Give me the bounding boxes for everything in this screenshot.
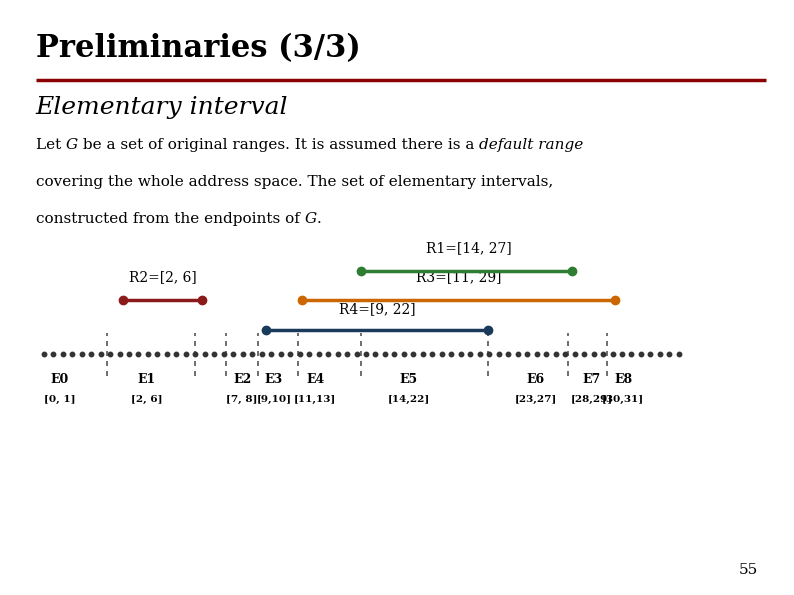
Text: E7: E7	[583, 373, 600, 386]
Text: [9,10]: [9,10]	[256, 394, 291, 403]
Text: Let: Let	[36, 138, 66, 152]
Text: R3=[11, 29]: R3=[11, 29]	[416, 270, 502, 284]
Text: [14,22]: [14,22]	[387, 394, 430, 403]
Text: E6: E6	[527, 373, 545, 386]
Text: be a set of original ranges. It is assumed there is a: be a set of original ranges. It is assum…	[78, 138, 480, 152]
Text: Preliminaries (3/3): Preliminaries (3/3)	[36, 33, 360, 64]
Text: E3: E3	[265, 373, 283, 386]
Text: [30,31]: [30,31]	[602, 394, 645, 403]
Text: covering the whole address space. The set of elementary intervals,: covering the whole address space. The se…	[36, 175, 553, 189]
Text: [23,27]: [23,27]	[515, 394, 557, 403]
Text: [0, 1]: [0, 1]	[44, 394, 75, 403]
Text: [2, 6]: [2, 6]	[131, 394, 163, 403]
Text: [28,29]: [28,29]	[570, 394, 613, 403]
Text: R1=[14, 27]: R1=[14, 27]	[426, 240, 511, 255]
Text: default range: default range	[480, 138, 584, 152]
Text: E2: E2	[233, 373, 251, 386]
Text: constructed from the endpoints of: constructed from the endpoints of	[36, 212, 304, 226]
Text: Elementary interval: Elementary interval	[36, 96, 288, 120]
Text: [7, 8]: [7, 8]	[226, 394, 258, 403]
Text: .: .	[317, 212, 322, 226]
Text: G: G	[304, 212, 317, 226]
Text: E8: E8	[615, 373, 632, 386]
Text: [11,13]: [11,13]	[294, 394, 337, 403]
Text: R4=[9, 22]: R4=[9, 22]	[339, 302, 415, 316]
Text: 55: 55	[739, 563, 758, 577]
Text: G: G	[66, 138, 78, 152]
Text: R2=[2, 6]: R2=[2, 6]	[129, 270, 197, 284]
Text: E0: E0	[51, 373, 68, 386]
Text: E4: E4	[306, 373, 324, 386]
Text: E1: E1	[138, 373, 156, 386]
Text: E5: E5	[400, 373, 418, 386]
